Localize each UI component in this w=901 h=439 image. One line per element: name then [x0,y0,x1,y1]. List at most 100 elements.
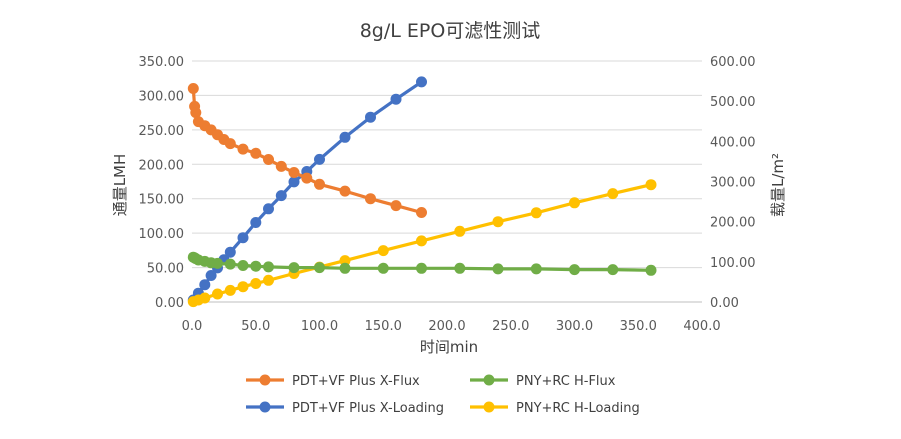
x-tick-label: 150.0 [365,319,402,334]
data-point [237,143,249,155]
data-point [416,262,427,274]
data-point [569,264,580,276]
y-left-tick-label: 100.00 [139,227,185,242]
x-tick-label: 100.0 [301,319,338,334]
data-point [250,260,262,272]
y-right-tick-label: 500.00 [710,95,756,110]
y-left-tick-label: 300.00 [139,89,185,104]
data-point [569,197,580,209]
data-point [645,264,657,276]
legend-swatch-marker [259,374,271,386]
y-left-tick-label: 150.00 [139,193,185,208]
data-point [224,138,236,150]
data-point [365,111,376,123]
data-point [190,107,202,119]
data-point [339,262,351,274]
data-point [275,190,287,202]
legend-item: PNY+RC H-Flux [470,374,616,389]
legend: PDT+VF Plus X-Flux PNY+RC H-Flux PDT+VF Pl… [246,374,640,416]
legend-label: PDT+VF Plus X-Loading [292,401,444,416]
data-point [263,203,274,215]
data-point [377,262,389,274]
x-tick-label: 350.0 [620,319,657,334]
series-layer [187,76,657,308]
data-point [212,257,223,269]
data-point [390,93,402,105]
chart-title: 8g/L EPO可滤性测试 [360,20,541,42]
x-tick-label: 200.0 [428,319,465,334]
x-axis-label: 时间min [420,338,478,356]
data-point [314,178,325,190]
data-point [314,153,325,165]
data-point [339,185,351,197]
y-left-tick-label: 200.00 [139,158,185,173]
data-point [288,262,300,274]
y-right-tick-label: 400.00 [710,135,756,150]
data-point [199,279,211,291]
x-tick-label: 50.0 [241,319,270,334]
y-axis-right-label: 载量L/m² [769,153,787,217]
data-point [250,147,262,159]
data-point [301,172,313,184]
y-right-tick-label: 200.00 [710,216,756,231]
data-point [288,167,300,178]
data-point [199,292,211,304]
series-3 [187,179,657,308]
data-point [288,176,300,188]
data-point [492,216,504,228]
data-point [250,278,262,289]
data-point [263,261,274,273]
y-right-tick-label: 600.00 [710,55,756,70]
y-axis-left-label: 通量LMH [111,154,129,217]
data-point [224,258,236,270]
legend-item: PDT+VF Plus X-Loading [246,401,444,416]
data-point [237,260,249,271]
data-point [607,188,619,200]
data-point [416,76,427,88]
x-tick-label: 0.0 [182,319,203,334]
data-point [377,245,389,257]
data-point [492,263,504,275]
data-point [416,235,427,247]
series-1 [187,251,657,276]
y-right-tick-label: 100.00 [710,256,756,271]
data-point [454,262,466,274]
data-point [314,262,325,274]
data-point [530,207,542,219]
data-point [263,154,274,165]
series-0 [187,83,427,218]
y-right-tick-label: 0.00 [710,296,739,311]
legend-label: PDT+VF Plus X-Flux [292,374,420,389]
data-point [645,179,657,191]
data-point [237,281,249,293]
x-tick-label: 250.0 [492,319,529,334]
data-point [454,225,466,237]
data-point [275,160,287,172]
data-point [205,270,217,281]
data-point [224,284,236,296]
data-point [237,232,249,244]
legend-swatch-marker [483,374,495,386]
data-point [263,274,274,286]
data-point [339,131,351,143]
legend-label: PNY+RC H-Flux [516,374,616,389]
y-right-tick-label: 300.00 [710,176,756,191]
legend-swatch-marker [483,401,495,413]
x-tick-label: 300.0 [556,319,593,334]
data-point [339,255,351,267]
data-point [607,264,619,276]
data-point [416,207,427,218]
legend-item: PDT+VF Plus X-Flux [246,374,420,389]
data-point [390,200,402,212]
axes: 0.00 50.00 100.00 150.00 200.00 250.00 300.00 3… [139,55,756,334]
data-point [530,263,542,275]
data-point [250,217,262,228]
x-tick-label: 400.0 [683,319,720,334]
data-point [365,193,376,205]
legend-swatch-marker [259,401,271,413]
y-left-tick-label: 50.00 [147,262,184,277]
data-point [187,83,199,94]
legend-item: PNY+RC H-Loading [470,401,640,416]
y-left-tick-label: 250.00 [139,124,185,139]
